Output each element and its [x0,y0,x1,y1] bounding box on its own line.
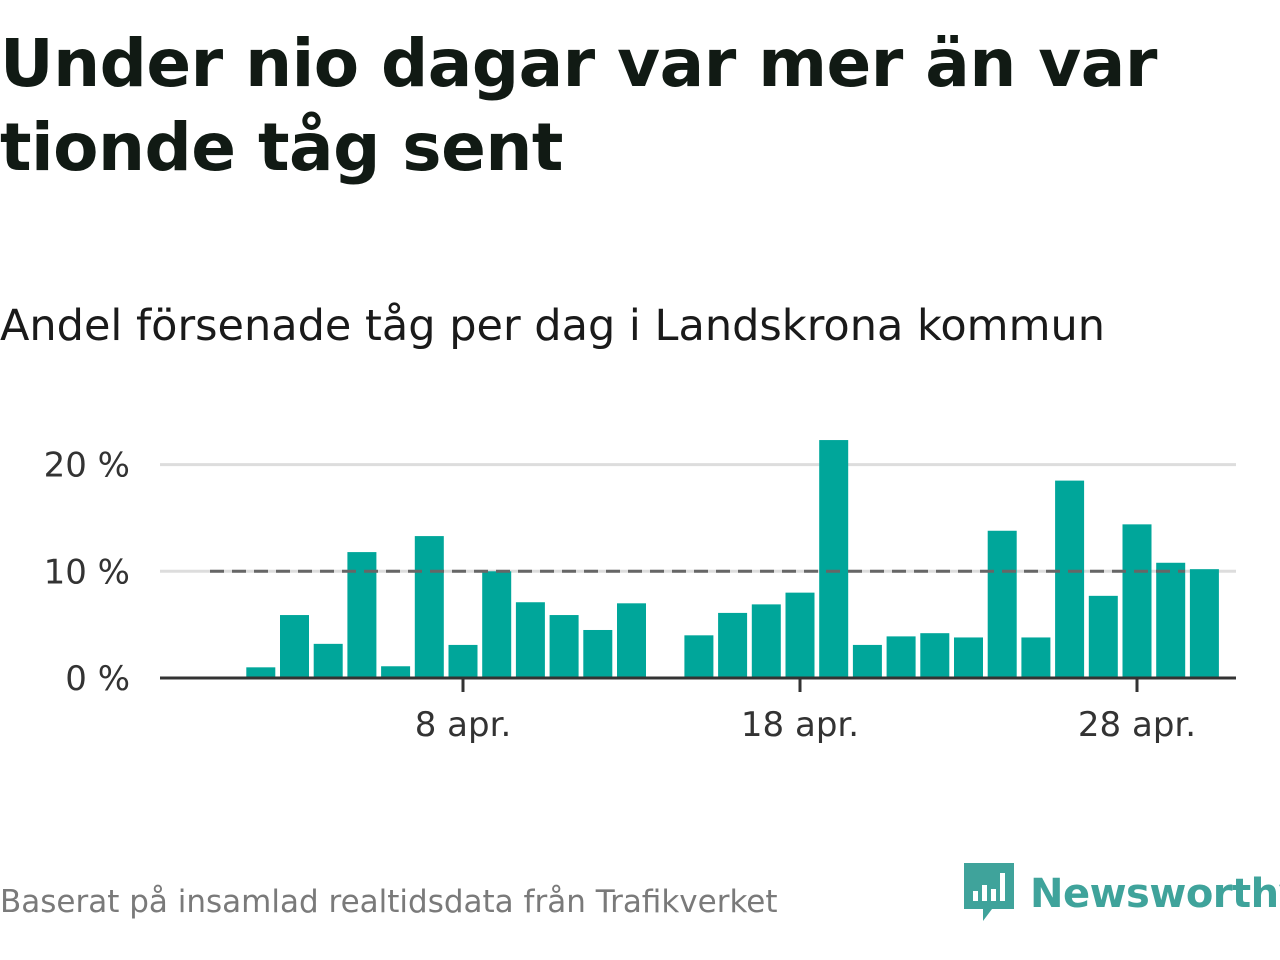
x-tick-label: 8 apr. [415,705,512,745]
bar [684,635,714,678]
bar [920,633,950,678]
bar [1189,569,1219,678]
bar [954,637,983,678]
source-note: Baserat på insamlad realtidsdata från Tr… [0,884,778,920]
bar [1088,595,1118,678]
bar [482,571,512,678]
bar [1122,524,1152,678]
chart-title: Under nio dagar var mer än var tionde tå… [0,25,1157,186]
bar [347,552,377,678]
bar [448,644,478,678]
axes: 0 % 10 % 20 % 8 apr. 18 apr. 28 apr. [44,446,1236,745]
bar [313,643,343,678]
bar [549,615,579,678]
bar [987,530,1017,678]
bar [785,592,815,678]
bar [718,612,748,678]
bar [819,440,849,678]
bar [751,604,781,678]
bar [1055,480,1085,678]
bar [381,666,411,678]
bar [280,615,309,678]
x-tick-label: 18 apr. [741,705,859,745]
bar [414,536,444,678]
y-tick-label: 10 % [44,552,130,592]
newsworthy-logo-icon [964,863,1014,921]
bar-chart: 0 % 10 % 20 % 8 apr. 18 apr. 28 apr. [44,440,1236,745]
x-tick-label: 28 apr. [1078,705,1196,745]
y-tick-label: 20 % [44,446,130,486]
bar [583,629,613,678]
chart-subtitle: Andel försenade tåg per dag i Landskrona… [0,301,1105,351]
bar [515,602,545,678]
bar [852,644,882,678]
brand-name: Newsworthy [1030,871,1280,917]
bar [1156,562,1186,678]
brand-logo: Newsworthy [964,862,1280,926]
y-tick-label: 0 % [65,659,130,699]
bar [617,603,646,678]
bar [886,636,916,678]
bar [1021,637,1051,678]
bar [246,667,276,678]
bars [246,440,1219,678]
